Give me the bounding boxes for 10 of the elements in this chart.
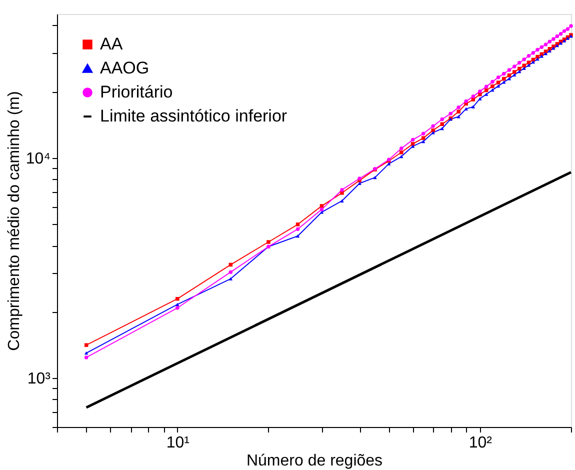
x-tick-label: 10² [468,434,493,452]
legend-label: AAOG [100,58,150,78]
y-axis-title: Comprimento médio do caminho (m) [6,91,23,351]
y-tick-label: 10⁴ [26,150,51,168]
legend-label: Prioritário [100,82,173,102]
legend-label: Limite assintótico inferior [100,106,288,126]
x-axis-title: Número de regiões [246,452,383,470]
x-tick-label: 10¹ [166,434,190,452]
legend-label: AA [100,34,124,54]
y-tick-label: 10³ [27,370,52,388]
